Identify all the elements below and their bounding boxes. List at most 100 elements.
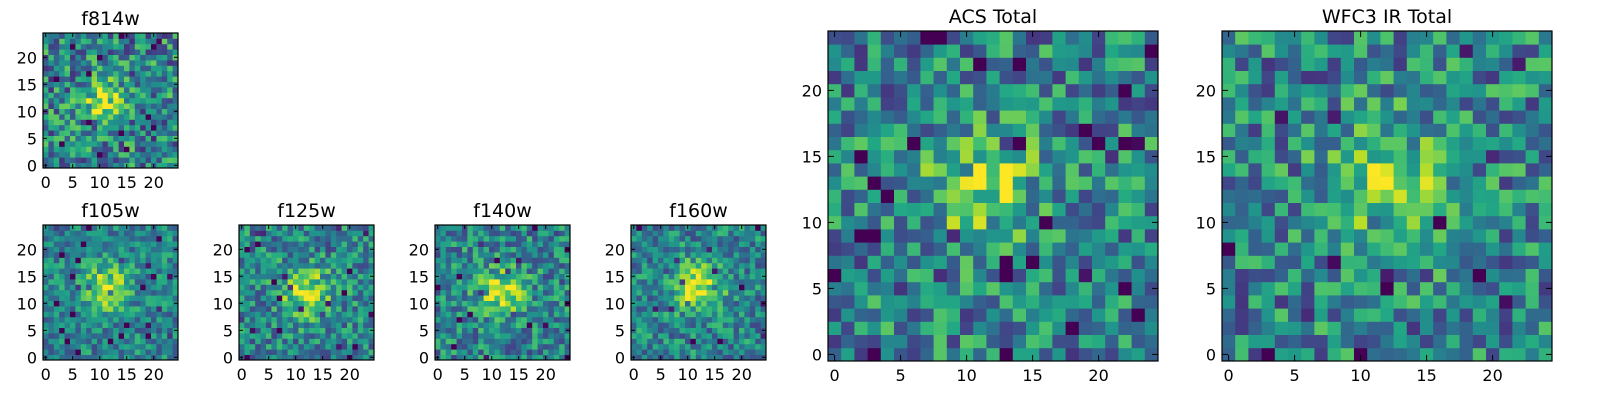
- heatmap-cell: [271, 279, 278, 285]
- heatmap-cell: [1472, 149, 1487, 164]
- heatmap-cell: [80, 92, 87, 99]
- heatmap-cell: [510, 284, 517, 291]
- heatmap-cell: [828, 229, 842, 243]
- heatmap-cell: [140, 230, 146, 237]
- heatmap-cell: [260, 354, 267, 361]
- heatmap-cell: [440, 225, 447, 231]
- heatmap-cell: [102, 316, 109, 323]
- heatmap-cell: [722, 279, 729, 285]
- heatmap-cell: [167, 43, 173, 50]
- heatmap-cell: [986, 229, 1000, 243]
- x-tick-label: 10: [678, 365, 698, 384]
- heatmap-cell: [140, 252, 146, 258]
- heatmap-cell: [1446, 202, 1460, 217]
- heatmap-cell: [336, 279, 342, 285]
- heatmap-cell: [64, 54, 71, 61]
- heatmap-cell: [641, 284, 648, 291]
- heatmap-cell: [1314, 163, 1328, 177]
- heatmap-cell: [53, 273, 60, 280]
- heatmap-cell: [347, 327, 353, 334]
- heatmap-cell: [80, 65, 87, 72]
- heatmap-cell: [489, 268, 495, 274]
- heatmap-cell: [1052, 308, 1066, 322]
- heatmap-cell: [1472, 176, 1487, 190]
- heatmap-cell: [167, 70, 173, 77]
- heatmap-cell: [309, 333, 315, 339]
- heatmap-cell: [129, 257, 136, 264]
- heatmap-cell: [973, 44, 987, 58]
- heatmap-cell: [668, 316, 675, 323]
- heatmap-cell: [368, 338, 375, 345]
- heatmap-cell: [1380, 83, 1394, 98]
- heatmap-cell: [986, 295, 1000, 309]
- heatmap-cell: [494, 246, 501, 253]
- heatmap-cell: [59, 141, 65, 147]
- heatmap-cell: [140, 262, 146, 269]
- heatmap-cell: [161, 81, 168, 88]
- heatmap-cell: [841, 308, 855, 322]
- heatmap-cell: [1248, 202, 1262, 217]
- heatmap-cell: [440, 349, 447, 355]
- heatmap-cell: [80, 241, 87, 247]
- heatmap-cell: [1235, 295, 1249, 309]
- heatmap-cell: [668, 295, 675, 301]
- heatmap-cell: [86, 230, 92, 237]
- heatmap-cell: [1472, 334, 1487, 349]
- heatmap-cell: [553, 235, 560, 242]
- heatmap-cell: [472, 279, 479, 285]
- heatmap-cell: [1274, 308, 1289, 322]
- heatmap-cell: [298, 333, 305, 339]
- heatmap-cell: [276, 354, 283, 361]
- heatmap-cell: [1144, 215, 1159, 230]
- heatmap-cell: [53, 257, 60, 264]
- heatmap-cell: [467, 241, 474, 247]
- heatmap-cell: [1472, 347, 1487, 362]
- heatmap-cell: [564, 311, 571, 318]
- heatmap-cell: [325, 300, 332, 307]
- heatmap-cell: [1118, 70, 1132, 85]
- heatmap-cell: [43, 151, 49, 158]
- heatmap-cell: [357, 316, 364, 323]
- heatmap-cell: [107, 343, 114, 350]
- heatmap-cell: [712, 322, 718, 328]
- y-tick-label: 20: [17, 48, 37, 67]
- heatmap-cell: [293, 230, 299, 237]
- heatmap-cell: [102, 289, 109, 296]
- heatmap-cell: [1406, 281, 1421, 296]
- heatmap-cell: [64, 151, 71, 158]
- heatmap-cell: [260, 349, 267, 355]
- heatmap-cell: [43, 103, 49, 109]
- heatmap-cell: [1235, 136, 1249, 151]
- heatmap-cell: [161, 65, 168, 72]
- heatmap-cell: [161, 60, 168, 66]
- heatmap-cell: [1131, 123, 1146, 137]
- heatmap-cell: [276, 349, 283, 355]
- heatmap-cell: [1131, 31, 1146, 45]
- heatmap-cell: [1026, 97, 1040, 111]
- heatmap-cell: [70, 141, 76, 147]
- heatmap-cell: [920, 268, 934, 283]
- heatmap-cell: [1472, 215, 1487, 230]
- heatmap-cell: [435, 311, 441, 318]
- heatmap-cell: [663, 230, 670, 237]
- heatmap-cell: [521, 311, 528, 318]
- heatmap-cell: [695, 252, 702, 258]
- heatmap-cell: [717, 268, 724, 274]
- heatmap-cell: [320, 316, 326, 323]
- heatmap-cell: [1118, 321, 1132, 335]
- heatmap-cell: [145, 354, 152, 361]
- heatmap-cell: [440, 306, 447, 312]
- heatmap-cell: [1420, 189, 1434, 203]
- heatmap-cell: [1367, 70, 1381, 85]
- heatmap-cell: [1039, 110, 1053, 124]
- heatmap-cell: [999, 229, 1014, 243]
- heatmap-cell: [102, 130, 109, 136]
- heatmap-cell: [97, 108, 103, 115]
- heatmap-cell: [1354, 83, 1368, 98]
- heatmap-cell: [679, 338, 686, 345]
- heatmap-cell: [151, 157, 157, 163]
- heatmap-cell: [701, 333, 707, 339]
- heatmap-cell: [325, 279, 332, 285]
- heatmap-cell: [828, 136, 842, 151]
- heatmap-cell: [1446, 149, 1460, 164]
